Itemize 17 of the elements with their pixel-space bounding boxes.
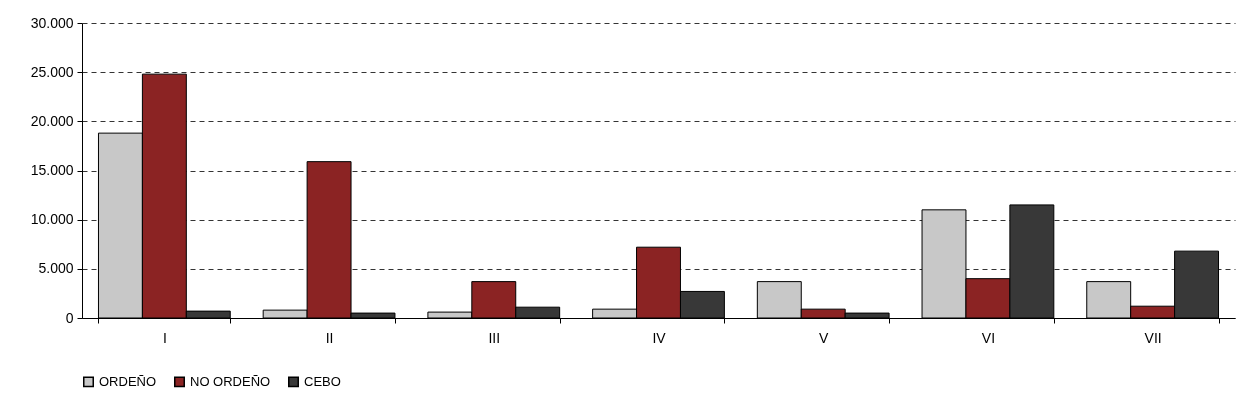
- y-tick-label: 25.000: [30, 63, 74, 80]
- legend-label: CEBO: [304, 373, 341, 389]
- y-tick-label: 10.000: [30, 211, 74, 228]
- y-tick-label: 30.000: [30, 14, 74, 31]
- x-tick-label: II: [325, 329, 334, 346]
- legend-label: ORDEÑO: [99, 373, 157, 389]
- y-tick-label: 15.000: [30, 162, 74, 178]
- y-tick-label: 5.000: [38, 260, 74, 277]
- x-tick-label: VI: [981, 329, 996, 346]
- x-tick-label: I: [162, 329, 167, 346]
- x-tick-label: V: [819, 329, 830, 346]
- y-tick-label: 20.000: [30, 112, 74, 129]
- legend-label: NO ORDEÑO: [190, 373, 271, 389]
- x-tick-label: IV: [652, 329, 667, 346]
- y-tick-label: 0: [65, 309, 74, 326]
- x-tick-label: III: [488, 329, 501, 346]
- x-tick-label: VII: [1144, 329, 1162, 346]
